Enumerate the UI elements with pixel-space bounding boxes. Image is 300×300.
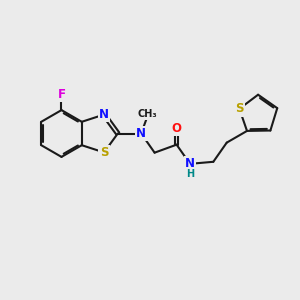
Text: CH₃: CH₃: [137, 109, 157, 119]
Text: F: F: [58, 88, 65, 101]
Text: S: S: [235, 102, 244, 115]
Text: O: O: [172, 122, 182, 135]
Text: N: N: [136, 127, 146, 140]
Text: N: N: [185, 157, 195, 170]
Text: H: H: [187, 169, 195, 179]
Text: S: S: [100, 146, 108, 159]
Text: N: N: [99, 108, 109, 121]
